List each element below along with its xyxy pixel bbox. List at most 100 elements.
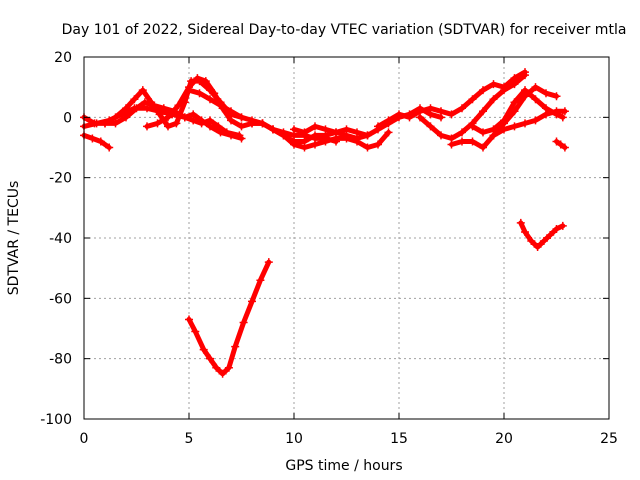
- data-point: [510, 98, 519, 107]
- data-point: [458, 128, 466, 137]
- x-axis-label: GPS time / hours: [285, 458, 402, 474]
- data-point: [155, 110, 164, 119]
- y-axis-label: SDTVAR / TECUs: [6, 181, 22, 296]
- data-point: [159, 104, 168, 113]
- data-point: [212, 363, 221, 372]
- data-point: [560, 107, 569, 116]
- data-point: [552, 137, 561, 146]
- y-tick-label: 0: [63, 110, 72, 126]
- data-point: [531, 95, 540, 104]
- data-point: [193, 74, 202, 83]
- data-point: [556, 140, 565, 149]
- data-point: [300, 128, 309, 137]
- data-point: [248, 297, 256, 306]
- data-point: [458, 137, 466, 146]
- data-point: [558, 221, 567, 230]
- data-point: [489, 131, 498, 140]
- series-arc-d: [101, 77, 246, 131]
- data-point: [384, 128, 393, 137]
- series-arc-g: [185, 258, 273, 378]
- x-tick-label: 15: [390, 431, 408, 447]
- data-point: [533, 243, 542, 252]
- data-point: [279, 131, 288, 140]
- data-point: [191, 327, 200, 336]
- data-point: [546, 230, 555, 239]
- data-point: [237, 113, 246, 122]
- data-point: [199, 345, 208, 354]
- data-point: [132, 104, 141, 113]
- data-point: [227, 116, 235, 125]
- data-point: [172, 119, 181, 128]
- data-point: [216, 101, 225, 110]
- data-point: [363, 143, 372, 152]
- y-tick-label: 20: [54, 50, 72, 66]
- data-point: [542, 110, 550, 119]
- data-point: [210, 89, 219, 98]
- data-point: [416, 113, 424, 122]
- data-point: [311, 131, 319, 140]
- data-point: [458, 104, 466, 113]
- data-point: [237, 134, 246, 143]
- data-point: [197, 116, 206, 125]
- data-point: [206, 95, 214, 104]
- data-point: [447, 140, 456, 149]
- data-point: [206, 122, 214, 131]
- data-point: [552, 224, 561, 233]
- y-tick-label: -20: [49, 171, 72, 187]
- data-point: [153, 119, 162, 128]
- series-line: [81, 132, 112, 150]
- data-point: [264, 258, 273, 267]
- data-point: [290, 140, 298, 149]
- data-point: [510, 122, 519, 131]
- data-point: [468, 95, 477, 104]
- data-point: [88, 134, 97, 143]
- data-point: [147, 98, 156, 107]
- data-point: [374, 122, 382, 131]
- data-point: [216, 128, 225, 137]
- data-point: [479, 128, 487, 137]
- data-point: [122, 104, 130, 113]
- data-point: [195, 89, 204, 98]
- x-tick-label: 0: [80, 431, 89, 447]
- data-point: [206, 354, 214, 363]
- data-point: [332, 128, 340, 137]
- x-tick-label: 5: [185, 431, 194, 447]
- data-point: [122, 113, 130, 122]
- data-point: [468, 137, 477, 146]
- data-point: [256, 276, 265, 285]
- y-tick-label: -60: [49, 291, 72, 307]
- y-tick-label: -100: [40, 412, 72, 428]
- data-point: [311, 140, 319, 149]
- data-point: [489, 80, 498, 89]
- data-point: [231, 342, 240, 351]
- data-point: [479, 107, 487, 116]
- data-point: [143, 122, 151, 131]
- data-point: [185, 315, 193, 324]
- data-point: [437, 107, 445, 116]
- data-point: [542, 89, 550, 98]
- data-point: [552, 107, 561, 116]
- data-point: [479, 143, 487, 152]
- data-point: [558, 113, 567, 122]
- data-point: [521, 119, 529, 128]
- data-point: [516, 218, 525, 227]
- data-point: [468, 122, 477, 131]
- data-point: [363, 131, 372, 140]
- data-point: [531, 116, 540, 125]
- data-point: [269, 125, 277, 134]
- axis-ticks: 0 5 10 15 20 25 -100 -80 -60 -40 -20 0 20: [40, 50, 618, 447]
- data-point: [521, 71, 529, 80]
- data-point: [130, 95, 139, 104]
- data-point: [531, 83, 540, 92]
- data-point: [353, 134, 361, 143]
- chart-title: Day 101 of 2022, Sidereal Day-to-day VTE…: [62, 22, 627, 38]
- data-point: [239, 318, 248, 327]
- data-point: [527, 237, 536, 246]
- data-point: [174, 101, 183, 110]
- data-point: [90, 119, 99, 128]
- data-point: [101, 119, 109, 128]
- data-point: [185, 86, 193, 95]
- data-point: [552, 92, 561, 101]
- data-point: [500, 116, 508, 125]
